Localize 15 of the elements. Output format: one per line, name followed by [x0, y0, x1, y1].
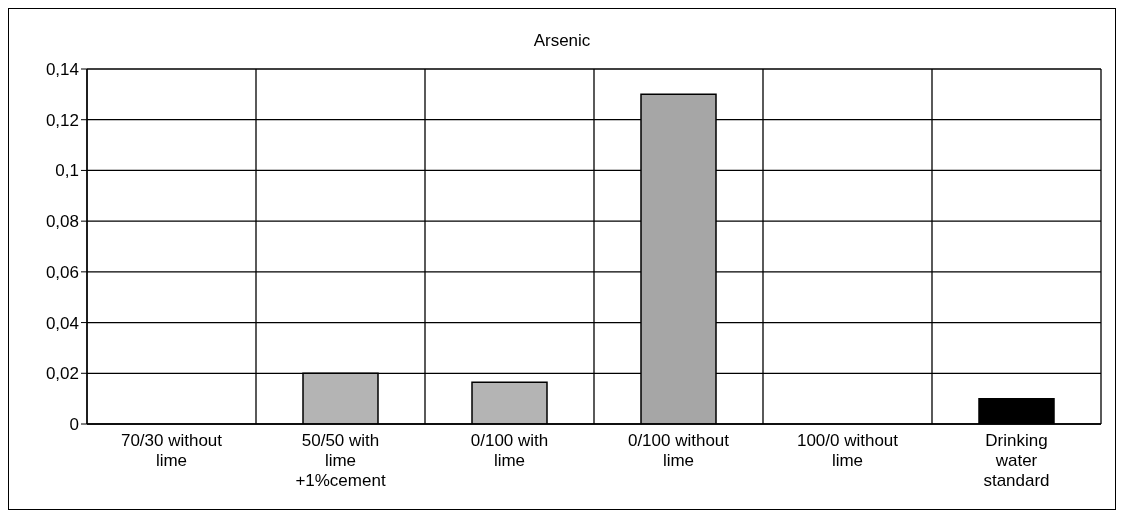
x-tick-label: 100/0 without lime [796, 431, 899, 470]
x-tick-label: 0/100 without lime [627, 431, 730, 470]
y-tick-label: 0,04 [45, 313, 79, 333]
x-tick-label: Drinking water standard [983, 431, 1050, 490]
y-tick-label: 0 [69, 415, 79, 435]
x-tick-label: 50/50 with lime +1%cement [295, 431, 386, 490]
y-tick-label: 0,12 [45, 110, 79, 130]
y-tick-label: 0,06 [45, 262, 79, 282]
y-tick-label: 0,02 [45, 364, 79, 384]
chart-title: Arsenic [532, 30, 592, 50]
y-tick-label: 0,14 [45, 60, 79, 80]
y-tick-label: 0,1 [55, 161, 79, 181]
x-tick-label: 70/30 without lime [120, 431, 223, 470]
y-tick-label: 0,08 [45, 212, 79, 232]
x-tick-label: 0/100 with lime [470, 431, 549, 470]
